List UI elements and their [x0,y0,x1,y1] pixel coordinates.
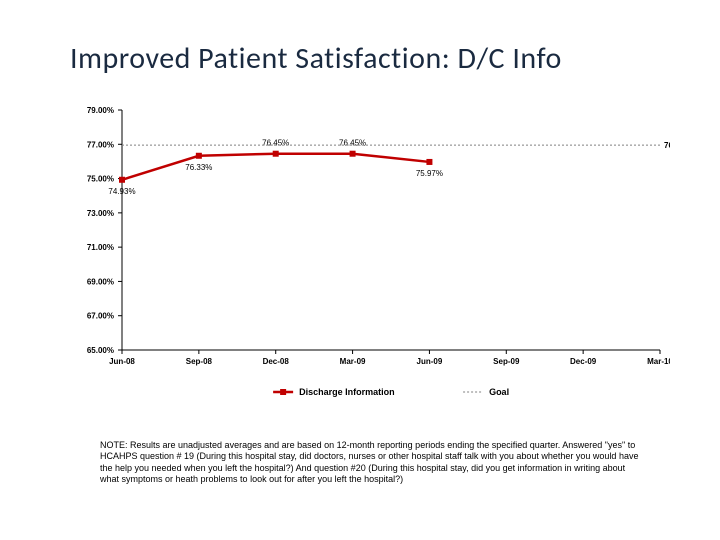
x-tick-label: Jun-09 [417,357,443,366]
x-tick-label: Sep-09 [493,357,520,366]
legend-marker [280,389,286,395]
value-label: 76.45% [262,139,289,148]
footnote: NOTE: Results are unadjusted averages an… [100,440,640,485]
legend-label: Discharge Information [299,387,395,397]
x-tick-label: Jun-08 [109,357,135,366]
series-marker [350,151,356,157]
x-tick-label: Dec-09 [570,357,597,366]
y-tick-label: 67.00% [87,312,114,321]
slide: Improved Patient Satisfaction: D/C Info … [0,0,720,540]
x-tick-label: Sep-08 [186,357,213,366]
y-tick-label: 79.00% [87,106,114,115]
x-tick-label: Mar-10 [647,357,670,366]
line-chart: 65.00% 67.00% 69.00% 71.00% 73.00% 75.00% 77.0… [60,100,670,410]
y-tick-label: 77.00% [87,140,114,149]
y-tick-label: 73.00% [87,209,114,218]
y-tick-label: 75.00% [87,175,114,184]
x-tick-label: Mar-09 [340,357,366,366]
value-label: 74.93% [108,187,135,196]
value-label: 76.45% [339,139,366,148]
value-label: 76.33% [185,163,212,172]
y-tick-label: 69.00% [87,277,114,286]
value-label: 75.97% [416,169,443,178]
y-tick-label: 71.00% [87,243,114,252]
x-tick-label: Dec-08 [263,357,290,366]
chart-container: 65.00% 67.00% 69.00% 71.00% 73.00% 75.00% 77.0… [60,100,670,410]
series-marker [273,151,279,157]
slide-title: Improved Patient Satisfaction: D/C Info [70,40,562,77]
series-marker [196,153,202,159]
goal-end-label: 76.95% [664,141,670,150]
series-marker [426,159,432,165]
y-tick-label: 65.00% [87,346,114,355]
series-marker [119,177,125,183]
legend-label: Goal [489,387,509,397]
